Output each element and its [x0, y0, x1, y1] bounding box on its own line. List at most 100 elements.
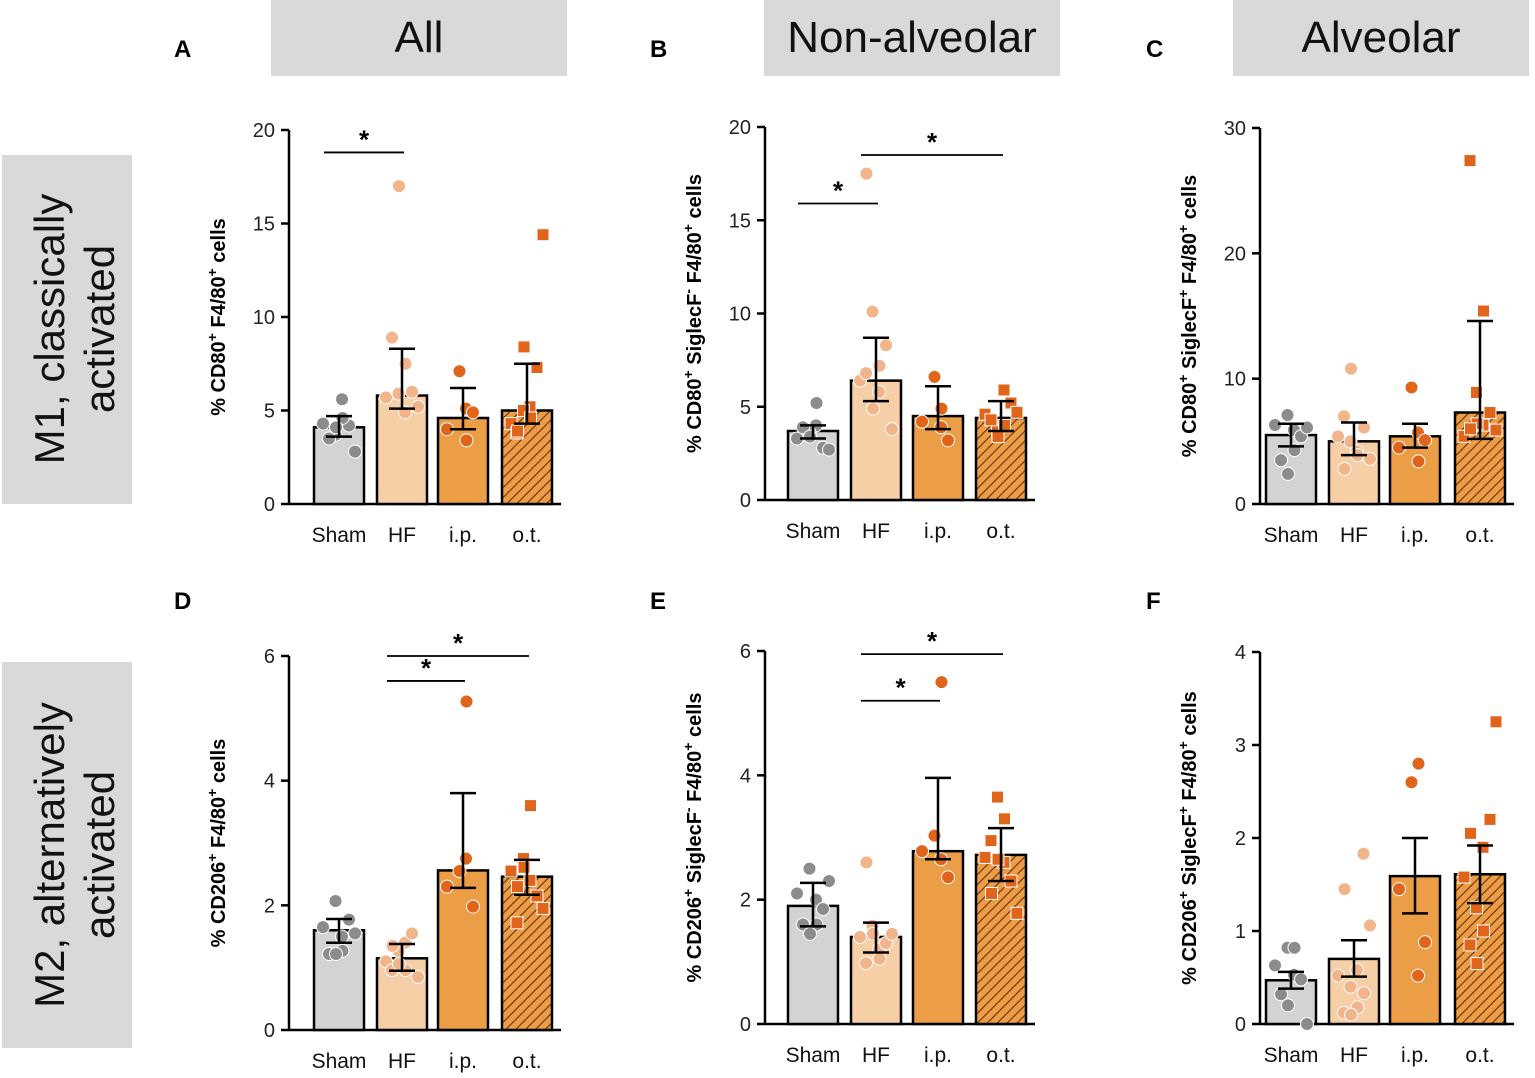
- point-b-1-8: [859, 166, 874, 181]
- panel-letter-a: A: [174, 36, 192, 63]
- point-e-3-3: [991, 790, 1004, 804]
- point-a-0-6: [329, 420, 343, 435]
- y-tick-label-f-0: 0: [1235, 1014, 1246, 1036]
- point-b-1-5: [859, 366, 873, 381]
- point-b-2-1: [934, 420, 948, 435]
- point-c-1-6: [1344, 361, 1358, 376]
- point-d-3-5: [510, 916, 524, 930]
- point-f-2-2: [1418, 935, 1432, 950]
- point-d-1-2: [405, 926, 419, 941]
- chart-panel-e: 0 2 4 6 % CD206+ SiglecF- F4/80+ cells Sham HF…: [680, 626, 1035, 1067]
- y-tick-label-f-4: 4: [1235, 642, 1246, 664]
- point-d-3-8: [511, 880, 524, 894]
- y-tick-label-a-1: 5: [264, 401, 275, 423]
- column-header-non-alveolar: Non-alveolar: [764, 0, 1060, 76]
- point-f-2-0: [1392, 882, 1406, 897]
- point-c-3-8: [1464, 422, 1477, 436]
- y-tick-label-f-2: 2: [1235, 828, 1246, 850]
- chart-panel-b: 0 5 10 15 20 % CD80+ SiglecF- F4/80+ cells Sha…: [680, 117, 1035, 543]
- point-e-0-2: [816, 901, 830, 916]
- point-a-0-0: [316, 416, 330, 431]
- point-e-3-7: [1010, 906, 1024, 920]
- y-tick-label-b-1: 5: [740, 397, 751, 419]
- point-a-1-0: [379, 390, 393, 405]
- x-tick-label-b-0: Sham: [786, 520, 841, 543]
- y-axis-label-e: % CD206+ SiglecF- F4/80+ cells: [680, 692, 706, 982]
- point-f-3-3: [1470, 901, 1483, 915]
- y-tick-label-f-1: 1: [1235, 921, 1246, 943]
- bar-e-2: [911, 849, 965, 1026]
- point-a-1-7: [411, 399, 425, 414]
- point-d-3-4: [524, 799, 537, 813]
- column-header-alveolar: Alveolar: [1233, 0, 1529, 76]
- x-tick-label-a-0: Sham: [312, 524, 367, 547]
- point-b-3-7: [1010, 405, 1024, 419]
- row-header-m1-line2: activated: [76, 245, 123, 413]
- point-b-0-6: [803, 429, 817, 444]
- x-tick-label-c-0: Sham: [1264, 524, 1319, 547]
- sig-label-b-1: *: [927, 127, 938, 157]
- bar-e-3: [974, 853, 1028, 1026]
- x-tick-label-c-1: HF: [1340, 524, 1368, 547]
- x-tick-label-a-3: o.t.: [512, 524, 541, 547]
- point-d-1-7: [411, 970, 425, 985]
- point-c-0-6: [1281, 466, 1295, 481]
- x-tick-label-d-3: o.t.: [512, 1050, 541, 1073]
- point-d-0-7: [348, 926, 362, 941]
- point-e-1-4: [872, 951, 887, 966]
- y-tick-label-b-0: 0: [740, 490, 751, 512]
- point-e-0-6: [803, 926, 817, 941]
- point-f-3-2: [1483, 812, 1497, 826]
- y-tick-label-a-2: 10: [253, 307, 275, 329]
- y-tick-label-e-2: 4: [740, 765, 751, 787]
- panel-letter-c: C: [1146, 36, 1164, 63]
- x-tick-label-e-0: Sham: [786, 1044, 841, 1067]
- x-tick-label-e-1: HF: [862, 1044, 890, 1067]
- x-tick-label-d-0: Sham: [312, 1050, 367, 1073]
- point-b-0-5: [796, 420, 810, 435]
- point-b-1-6: [866, 401, 880, 416]
- y-axis-label-b: % CD80+ SiglecF- F4/80+ cells: [680, 174, 706, 453]
- y-axis-label-a: % CD80+ F4/80+ cells: [204, 218, 230, 416]
- y-tick-label-e-0: 0: [740, 1014, 751, 1036]
- point-e-3-0: [978, 850, 992, 864]
- point-f-1-1: [1350, 963, 1364, 978]
- point-f-3-0: [1457, 870, 1471, 884]
- point-c-3-7: [1489, 423, 1503, 437]
- y-axis-label-d: % CD206+ F4/80+ cells: [204, 739, 230, 948]
- point-a-3-8: [511, 424, 524, 438]
- point-f-0-6: [1281, 998, 1295, 1013]
- point-c-1-5: [1337, 409, 1351, 424]
- point-b-0-4: [809, 396, 824, 411]
- point-f-3-6: [1470, 957, 1484, 971]
- chart-panel-f: 0 1 2 3 4 % CD206+ SiglecF+ F4/80+ cells Sham H…: [1175, 642, 1514, 1067]
- point-b-3-6: [991, 430, 1005, 444]
- point-d-0-0: [316, 920, 330, 935]
- y-axis-label-c: % CD80+ SiglecF+ F4/80+ cells: [1175, 175, 1201, 458]
- x-tick-label-e-3: o.t.: [986, 1044, 1015, 1067]
- x-tick-label-a-1: HF: [388, 524, 416, 547]
- panel-letter-f: F: [1146, 588, 1161, 615]
- point-d-2-4: [459, 694, 474, 709]
- point-b-0-7: [822, 442, 836, 457]
- x-tick-label-b-1: HF: [862, 520, 890, 543]
- panel-letter-e: E: [650, 588, 667, 615]
- y-tick-label-e-3: 6: [740, 641, 751, 663]
- point-f-1-6: [1344, 1007, 1358, 1022]
- point-b-1-7: [885, 422, 899, 437]
- row-header-m2-line1: M2, alternatively: [26, 702, 73, 1008]
- point-d-3-0: [504, 864, 518, 878]
- point-e-3-5: [984, 834, 998, 848]
- column-header-all: All: [271, 0, 567, 76]
- y-tick-label-e-1: 2: [740, 890, 751, 912]
- point-f-0-7: [1300, 1017, 1314, 1031]
- point-d-3-7: [536, 901, 550, 915]
- row-header-m1: M1, classically activated: [2, 155, 132, 504]
- point-d-2-2: [466, 899, 480, 914]
- point-e-2-2: [941, 870, 955, 885]
- y-tick-label-b-2: 10: [729, 304, 751, 326]
- y-tick-label-d-3: 6: [264, 646, 275, 668]
- point-c-3-4: [1477, 304, 1490, 318]
- point-f-2-4: [1411, 756, 1426, 771]
